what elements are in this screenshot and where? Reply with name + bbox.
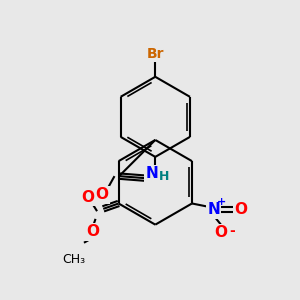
- Text: O: O: [96, 187, 109, 202]
- Text: Br: Br: [146, 47, 164, 61]
- Text: O: O: [235, 202, 248, 217]
- Text: O: O: [87, 224, 100, 239]
- Text: N: N: [146, 166, 159, 181]
- Text: O: O: [81, 190, 94, 205]
- Text: O: O: [215, 225, 228, 240]
- Text: +: +: [217, 197, 226, 207]
- Text: N: N: [207, 202, 220, 217]
- Text: CH₃: CH₃: [62, 253, 86, 266]
- Text: H: H: [159, 169, 170, 183]
- Text: -: -: [229, 224, 235, 238]
